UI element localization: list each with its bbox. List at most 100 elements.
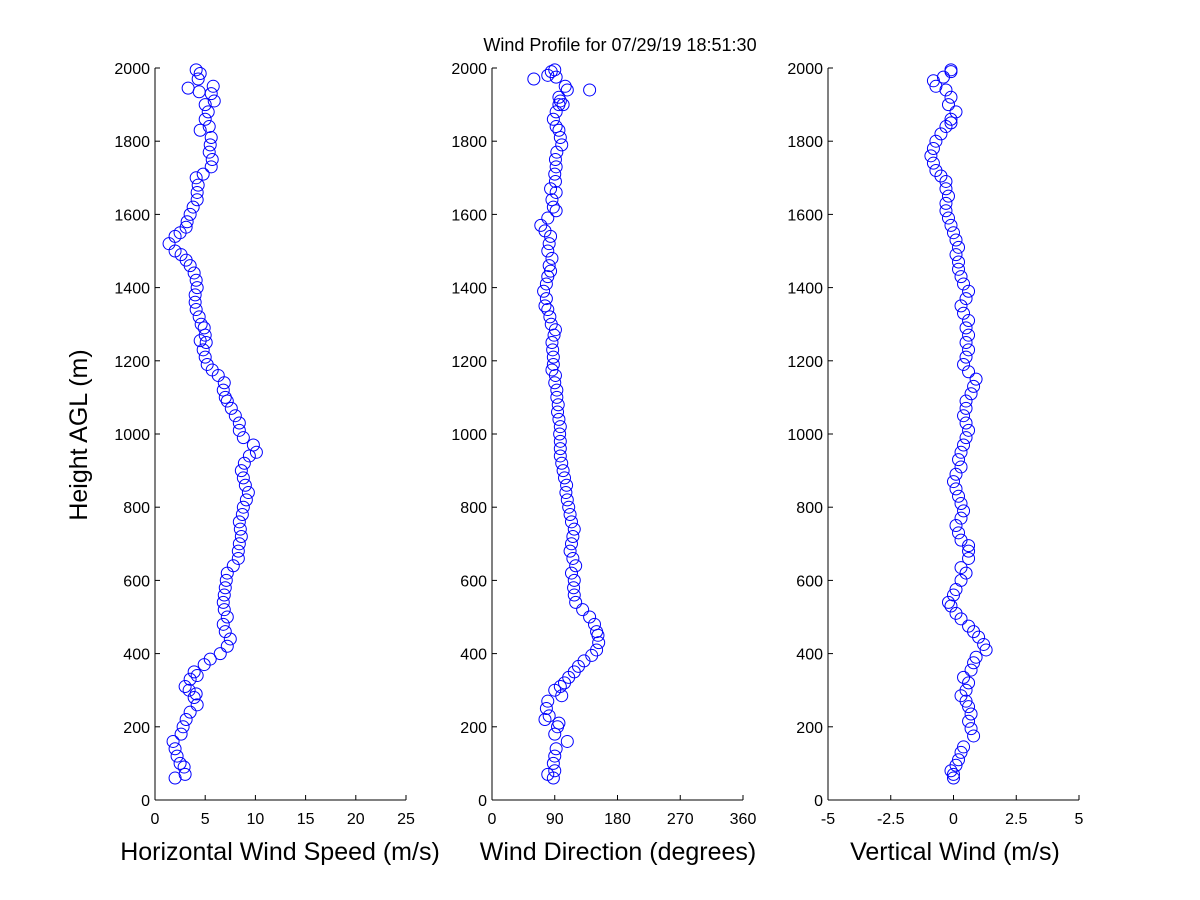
data-point [238,478,252,492]
y-tick-label: 1000 [787,427,823,444]
y-tick-label: 2000 [451,61,487,78]
data-point [192,310,206,324]
data-point [962,328,976,342]
data-point [541,694,555,708]
data-point [964,722,978,736]
data-point [177,760,191,774]
data-point [558,471,572,485]
data-point [929,163,943,177]
data-point [232,423,246,437]
data-point [967,729,981,743]
data-point [569,559,583,573]
data-point [952,240,966,254]
data-point [559,486,573,500]
data-point [941,98,955,112]
data-point [964,707,978,721]
x-tick-label: 0 [151,811,160,828]
data-point [558,79,572,93]
data-point [544,264,558,278]
data-point [962,314,976,328]
data-point [552,412,566,426]
data-point [957,438,971,452]
y-tick-label: 2000 [787,61,823,78]
data-point [957,357,971,371]
data-point [246,438,260,452]
data-point [541,244,555,258]
data-point [198,98,212,112]
data-point [924,149,938,163]
y-tick-label: 1200 [114,354,150,371]
data-point [954,299,968,313]
data-point [548,174,562,188]
data-point [548,376,562,390]
data-point [205,153,219,166]
data-point [563,508,577,522]
data-point [969,372,983,386]
x-tick-label: 0 [488,811,497,828]
data-point [549,160,563,174]
y-tick-label: 1800 [114,134,150,151]
data-point [949,233,963,247]
data-point [189,303,203,317]
data-point [567,522,581,536]
y-tick-label: 1800 [451,134,487,151]
data-point [546,200,560,214]
data-point [954,270,968,284]
data-point [546,357,560,371]
data-point [176,720,190,734]
data-point [587,617,601,631]
data-point [590,643,604,657]
x-tick-label: 90 [546,811,564,828]
data-point [952,489,966,503]
data-point [223,632,237,646]
data-point [232,515,246,529]
data-point [926,142,940,156]
data-point [583,83,597,97]
x-tick-label: 25 [397,811,415,828]
data-point [545,336,559,349]
data-point [947,771,960,785]
data-point [959,394,973,408]
data-point [549,105,563,119]
data-point [173,756,187,770]
data-point [947,475,960,489]
data-point [199,336,213,349]
y-tick-label: 600 [460,573,487,590]
data-point [556,98,570,112]
data-point [939,182,953,196]
y-tick-label: 1600 [451,207,487,224]
data-point [249,445,263,459]
data-point [232,537,246,551]
data-point [553,449,567,463]
data-point [179,220,193,234]
data-point [947,588,960,602]
data-point [548,63,562,77]
data-point [549,204,563,218]
data-point [178,680,192,694]
data-point [959,431,973,445]
data-point [546,112,560,126]
data-point [191,72,205,86]
data-point [239,493,253,507]
y-tick-label: 1800 [787,134,823,151]
data-point [206,79,220,93]
x-tick-label: 270 [667,811,694,828]
data-point [962,700,976,714]
data-point [220,639,234,653]
data-point [541,303,555,317]
data-point [231,544,245,558]
data-point [203,652,217,666]
data-point [553,434,567,448]
data-point [939,204,953,218]
data-point [219,573,233,587]
data-point [183,207,197,221]
data-point [234,464,248,478]
data-point [189,171,203,185]
data-point [962,551,976,565]
data-point [189,273,203,287]
data-point [178,767,192,781]
data-point [957,504,971,518]
data-point [957,277,971,291]
data-point [567,581,581,595]
